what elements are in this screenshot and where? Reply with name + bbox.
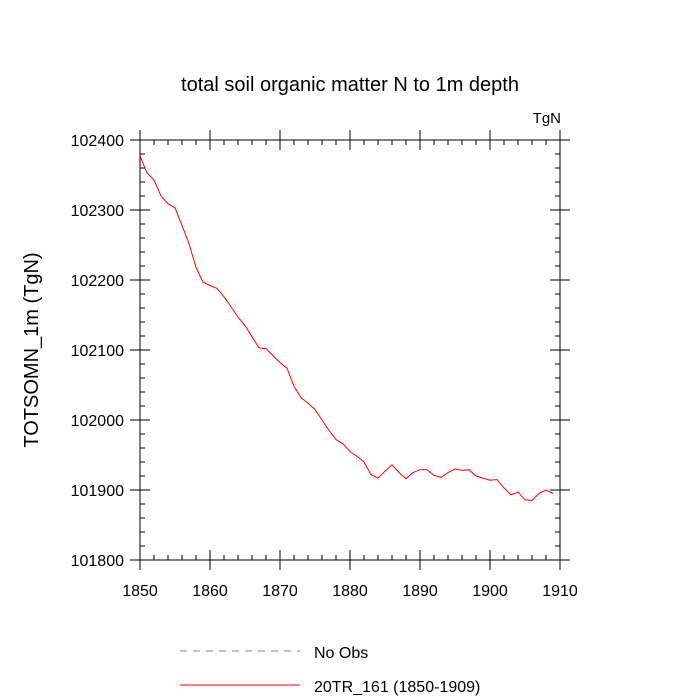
legend-label-20tr-161: 20TR_161 (1850-1909) bbox=[314, 679, 480, 696]
x-tick-label: 1910 bbox=[542, 583, 578, 600]
x-tick-label: 1870 bbox=[262, 583, 298, 600]
y-tick-label: 102400 bbox=[71, 133, 124, 150]
y-tick-labels: 101800 101900 102000 102100 102200 102300 1024… bbox=[71, 133, 124, 570]
series-layer bbox=[139, 155, 554, 502]
y-tick-label: 101900 bbox=[71, 483, 124, 500]
y-tick-label: 102200 bbox=[71, 273, 124, 290]
y-tick-label: 102100 bbox=[71, 343, 124, 360]
legend-label-no-obs: No Obs bbox=[314, 645, 368, 662]
x-tick-label: 1860 bbox=[192, 583, 228, 600]
x-tick-label: 1880 bbox=[332, 583, 368, 600]
y-tick-label: 102000 bbox=[71, 413, 124, 430]
chart-title: total soil organic matter N to 1m depth bbox=[181, 74, 519, 96]
minor-ticks bbox=[140, 140, 560, 560]
x-tick-labels: 1850 1860 1870 1880 1890 1900 1910 bbox=[122, 583, 578, 600]
x-tick-label: 1900 bbox=[472, 583, 508, 600]
x-tick-label: 1850 bbox=[122, 583, 158, 600]
y-tick-label: 101800 bbox=[71, 553, 124, 570]
units-label: TgN bbox=[533, 110, 561, 127]
x-tick-label: 1890 bbox=[402, 583, 438, 600]
y-axis-label: TOTSOMN_1m (TgN) bbox=[21, 252, 43, 447]
legend: No Obs 20TR_161 (1850-1909) bbox=[180, 645, 480, 696]
y-tick-label: 102300 bbox=[71, 203, 124, 220]
series-line-20tr-161 bbox=[139, 155, 554, 502]
plot-frame bbox=[139, 139, 561, 561]
major-ticks bbox=[130, 130, 570, 570]
